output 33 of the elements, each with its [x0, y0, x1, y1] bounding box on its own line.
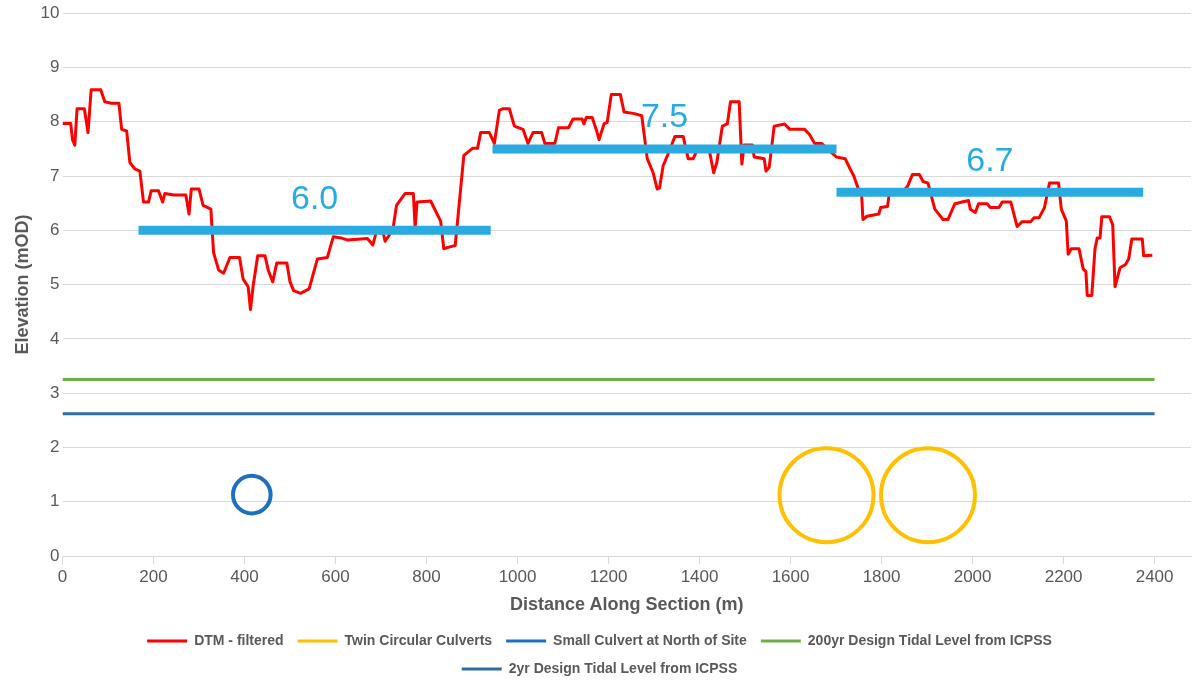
legend-label: Small Culvert at North of Site [553, 631, 748, 648]
y-tick-label: 2 [50, 437, 60, 457]
x-tick-label: 800 [412, 566, 441, 586]
x-tick-label: 2200 [1044, 566, 1083, 586]
x-tick-label: 400 [230, 566, 259, 586]
y-tick-label: 6 [50, 220, 60, 240]
x-axis-title: Distance Along Section (m) [510, 594, 744, 615]
x-tick-label: 1200 [589, 566, 628, 586]
x-tick-label: 600 [321, 566, 350, 586]
legend-label: 2yr Design Tidal Level from ICPSS [508, 659, 738, 676]
y-tick-label: 1 [50, 491, 60, 511]
y-axis-title: Elevation (mOD) [11, 214, 32, 355]
annotation: 7.5 [640, 96, 689, 135]
y-tick-label: 7 [50, 165, 60, 185]
y-tick-label: 3 [50, 382, 60, 402]
annotation: 6.0 [290, 177, 339, 216]
x-tick-label: 1400 [680, 566, 719, 586]
x-tick-label: 1600 [771, 566, 810, 586]
annotation: 6.7 [966, 139, 1014, 178]
y-tick-label: 5 [50, 274, 60, 294]
x-tick-label: 2000 [953, 566, 992, 586]
legend-label: DTM - filtered [194, 631, 284, 648]
y-tick-label: 10 [40, 2, 60, 22]
legend-label: Twin Circular Culverts [344, 631, 493, 648]
x-tick-label: 1800 [862, 566, 901, 586]
y-tick-label: 8 [50, 111, 60, 131]
y-tick-label: 9 [50, 57, 60, 77]
x-tick-label: 200 [139, 566, 168, 586]
x-tick-label: 2400 [1135, 566, 1174, 586]
x-tick-label: 1000 [498, 566, 537, 586]
legend-label: 200yr Design Tidal Level from ICPSS [807, 631, 1052, 648]
y-tick-label: 0 [50, 545, 60, 565]
y-tick-label: 4 [50, 328, 60, 348]
